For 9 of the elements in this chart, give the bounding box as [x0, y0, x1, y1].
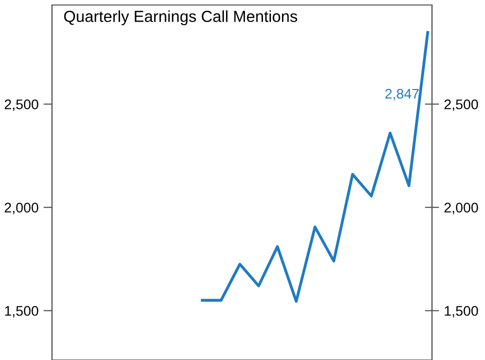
annotation: 2,847: [385, 88, 419, 100]
y2-tick-label: 1,500: [444, 306, 478, 318]
y-tick-label: 2,500: [4, 99, 38, 111]
y-tick-label: 1,500: [5, 306, 38, 318]
y-tick-label: 2,000: [4, 202, 38, 214]
y2-tick-label: 2,500: [444, 99, 478, 111]
chart-title: Quarterly Earnings Call Mentions: [64, 10, 298, 26]
y2-tick-label: 2,000: [444, 202, 478, 214]
line-series: [200, 31, 430, 303]
